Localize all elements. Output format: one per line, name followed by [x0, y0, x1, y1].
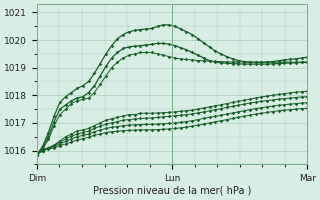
X-axis label: Pression niveau de la mer( hPa ): Pression niveau de la mer( hPa ): [93, 186, 251, 196]
